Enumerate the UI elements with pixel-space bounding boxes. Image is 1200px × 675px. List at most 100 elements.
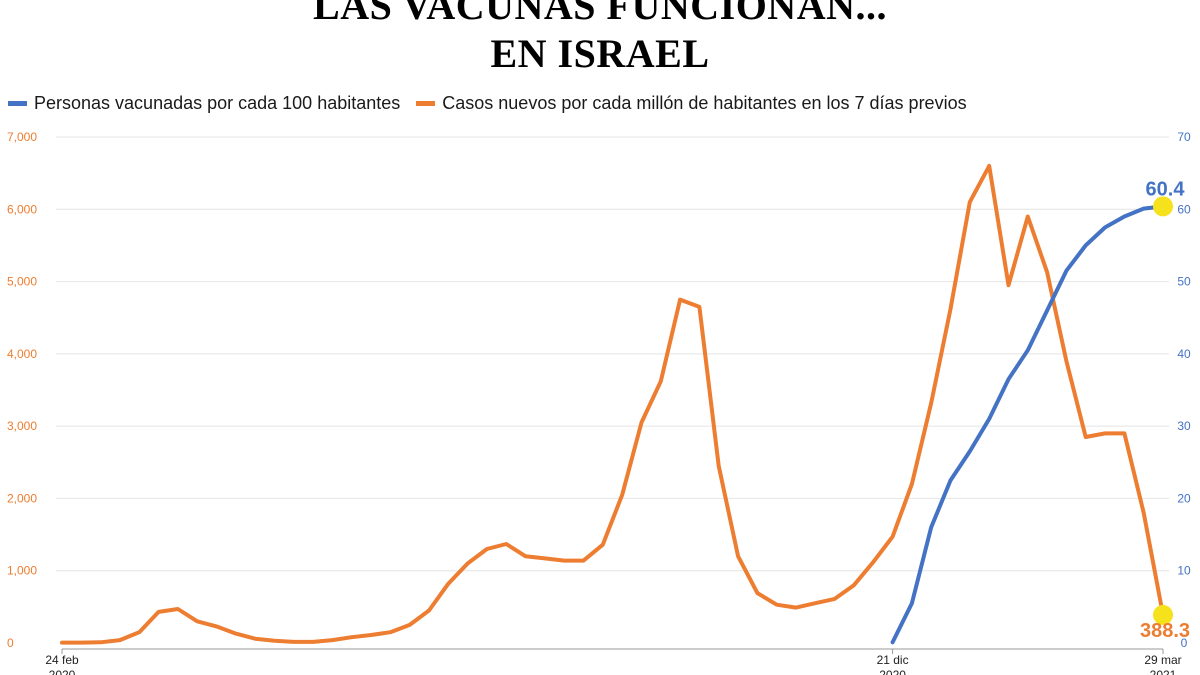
cases-point (852, 583, 856, 587)
cases-point (968, 200, 972, 204)
cases-point (176, 607, 180, 611)
y-right-tick-label: 0 (1181, 636, 1188, 650)
cases-point (215, 624, 219, 628)
cases-point (543, 556, 547, 560)
cases-point (466, 561, 470, 565)
vaccinated-series-line (890, 204, 1165, 645)
cases-point (833, 597, 837, 601)
cases-point (639, 421, 643, 425)
x-tick-label: 29 mar (1144, 653, 1181, 667)
cases-point (60, 641, 64, 645)
cases-point (79, 641, 83, 645)
cases-point (910, 482, 914, 486)
cases-point (118, 638, 122, 642)
vaccinated-point (1103, 225, 1107, 229)
x-tick-label-year: 2020 (879, 668, 906, 675)
cases-end-label: 388.3 (1140, 620, 1190, 642)
cases-point (1026, 215, 1030, 219)
cases-point (427, 608, 431, 612)
cases-point (311, 640, 315, 644)
cases-point (292, 640, 296, 644)
x-tick-label-year: 2020 (49, 668, 76, 675)
cases-point (949, 307, 953, 311)
vaccinated-point (1006, 377, 1010, 381)
legend-swatch-vaccinated (8, 100, 27, 106)
cases-point (234, 632, 238, 636)
y-left-tick-label: 0 (7, 636, 14, 650)
cases-point (582, 559, 586, 563)
vaccinated-end-label: 60.4 (1146, 178, 1186, 200)
y-left-tick-label: 4,000 (7, 347, 37, 361)
y-right-tick-label: 30 (1177, 419, 1191, 433)
legend-label-cases: Casos nuevos por cada millón de habitant… (442, 92, 967, 113)
y-right-tick-label: 60 (1177, 202, 1191, 216)
x-tick-label-year: 2021 (1150, 668, 1177, 675)
vaccinated-point (1045, 308, 1049, 312)
cases-series-line (60, 163, 1165, 645)
cases-point (369, 633, 373, 637)
cases-point (350, 635, 354, 639)
vaccinated-point (1026, 348, 1030, 352)
cases-point (1045, 270, 1049, 274)
vaccinated-point (910, 601, 914, 605)
cases-point (1122, 431, 1126, 435)
cases-point (485, 547, 489, 551)
cases-point (504, 542, 508, 546)
vaccinated-point (891, 640, 895, 644)
cases-point (601, 543, 605, 547)
vaccinated-point (949, 478, 953, 482)
legend-item-cases: Casos nuevos por cada millón de habitant… (416, 92, 967, 114)
legend-item-vaccinated: Personas vacunadas por cada 100 habitant… (8, 93, 400, 114)
end-marker (1153, 196, 1173, 217)
y-right-tick-label: 10 (1177, 564, 1191, 578)
cases-point (987, 164, 991, 168)
legend-swatch-cases (416, 100, 436, 106)
cases-point (1103, 431, 1107, 435)
x-tick-label: 21 dic (877, 653, 909, 667)
cases-point (99, 640, 103, 644)
cases-point (736, 554, 740, 558)
cases-point (195, 619, 199, 623)
cases-point (775, 603, 779, 607)
cases-point (678, 298, 682, 302)
cases-point (794, 606, 798, 610)
cases-point (524, 554, 528, 558)
cases-point (755, 591, 759, 595)
vaccinated-point (987, 417, 991, 421)
y-right-tick-label: 50 (1177, 275, 1191, 289)
cases-point (330, 638, 334, 642)
cases-point (157, 610, 161, 614)
y-left-tick-label: 6,000 (7, 202, 37, 216)
vaccinated-point (929, 525, 933, 529)
y-left-tick-label: 2,000 (7, 491, 37, 505)
cases-point (697, 305, 701, 309)
cases-point (446, 582, 450, 586)
cases-point (929, 401, 933, 405)
cases-point (659, 379, 663, 383)
cases-point (408, 623, 412, 627)
vaccinated-point (1142, 207, 1146, 211)
cases-point (891, 535, 895, 539)
cases-point (1142, 511, 1146, 515)
y-right-tick-label: 40 (1177, 347, 1191, 361)
cases-point (813, 601, 817, 605)
end-marker (1153, 604, 1173, 625)
y-left-tick-label: 3,000 (7, 419, 37, 433)
y-left-tick-label: 5,000 (7, 275, 37, 289)
cases-point (620, 493, 624, 497)
x-tick-label: 24 feb (45, 653, 79, 667)
vaccinated-point (1084, 243, 1088, 247)
cases-point (272, 639, 276, 643)
chart-legend: Personas vacunadas por cada 100 habitant… (8, 91, 983, 115)
cases-point (137, 630, 141, 634)
cases-point (388, 630, 392, 634)
y-right-tick-label: 20 (1177, 491, 1191, 505)
cases-point (1084, 435, 1088, 439)
vaccinated-point (968, 449, 972, 453)
vaccinated-point (1064, 269, 1068, 273)
legend-label-vaccinated: Personas vacunadas por cada 100 habitant… (34, 92, 401, 113)
cases-point (562, 559, 566, 563)
vaccinated-point (1122, 215, 1126, 219)
cases-point (871, 560, 875, 564)
